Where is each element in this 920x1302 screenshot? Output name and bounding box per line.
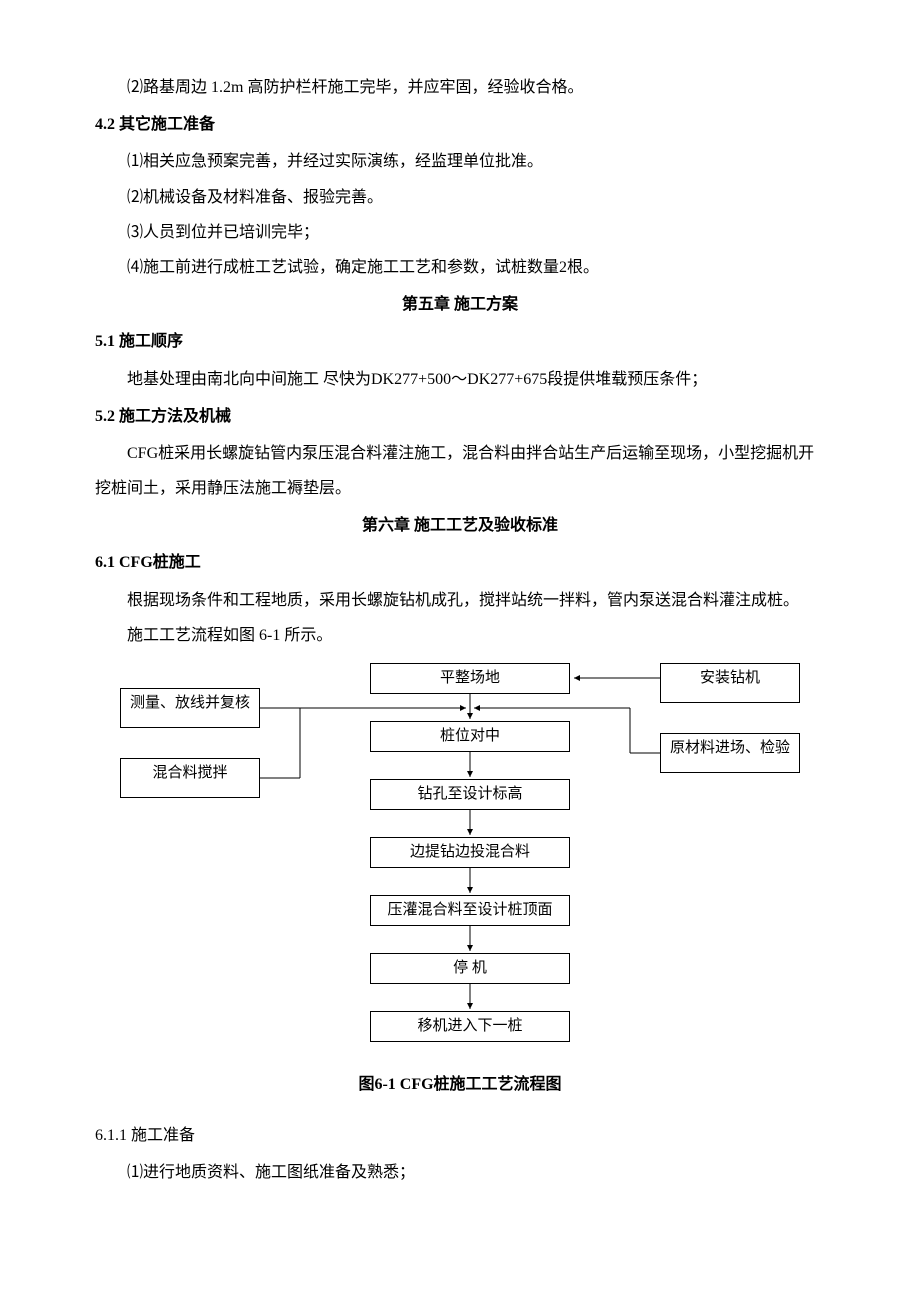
heading-6-1-1: 6.1.1 施工准备 [95,1118,825,1153]
flow-right-0: 安装钻机 [660,663,800,703]
flowchart-6-1: 平整场地桩位对中钻孔至设计标高边提钻边投混合料压灌混合料至设计桩顶面停 机移机进… [100,663,820,1063]
flow-center-5: 停 机 [370,953,570,984]
chapter-5-title: 第五章 施工方案 [95,287,825,322]
para-4-2-4: ⑷施工前进行成桩工艺试验，确定施工工艺和参数，试桩数量2根。 [95,250,825,285]
para-6-1-1-1: ⑴进行地质资料、施工图纸准备及熟悉； [95,1155,825,1190]
para-4-2-2: ⑵机械设备及材料准备、报验完善。 [95,180,825,215]
flow-center-3: 边提钻边投混合料 [370,837,570,868]
chapter-6-title: 第六章 施工工艺及验收标准 [95,508,825,543]
flow-center-1: 桩位对中 [370,721,570,752]
para-6-1a: 根据现场条件和工程地质，采用长螺旋钻机成孔，搅拌站统一拌料，管内泵送混合料灌注成… [95,583,825,618]
figure-6-1-caption: 图6-1 CFG桩施工工艺流程图 [95,1067,825,1102]
heading-5-1: 5.1 施工顺序 [95,324,825,359]
para-5-1: 地基处理由南北向中间施工 尽快为DK277+500～DK277+675段提供堆载… [95,362,825,397]
heading-5-2: 5.2 施工方法及机械 [95,399,825,434]
flow-left-1: 混合料搅拌 [120,758,260,798]
flow-center-0: 平整场地 [370,663,570,694]
para-6-1b: 施工工艺流程如图 6-1 所示。 [95,618,825,653]
flow-center-2: 钻孔至设计标高 [370,779,570,810]
flow-center-4: 压灌混合料至设计桩顶面 [370,895,570,926]
flow-center-6: 移机进入下一桩 [370,1011,570,1042]
para-4-2-3: ⑶人员到位并已培训完毕； [95,215,825,250]
heading-4-2: 4.2 其它施工准备 [95,107,825,142]
flow-left-0: 测量、放线并复核 [120,688,260,728]
flow-right-1: 原材料进场、检验 [660,733,800,773]
heading-6-1: 6.1 CFG桩施工 [95,545,825,580]
para-4-1-2: ⑵路基周边 1.2m 高防护栏杆施工完毕，并应牢固，经验收合格。 [95,70,825,105]
para-5-2: CFG桩采用长螺旋钻管内泵压混合料灌注施工，混合料由拌合站生产后运输至现场，小型… [95,436,825,506]
para-4-2-1: ⑴相关应急预案完善，并经过实际演练，经监理单位批准。 [95,144,825,179]
